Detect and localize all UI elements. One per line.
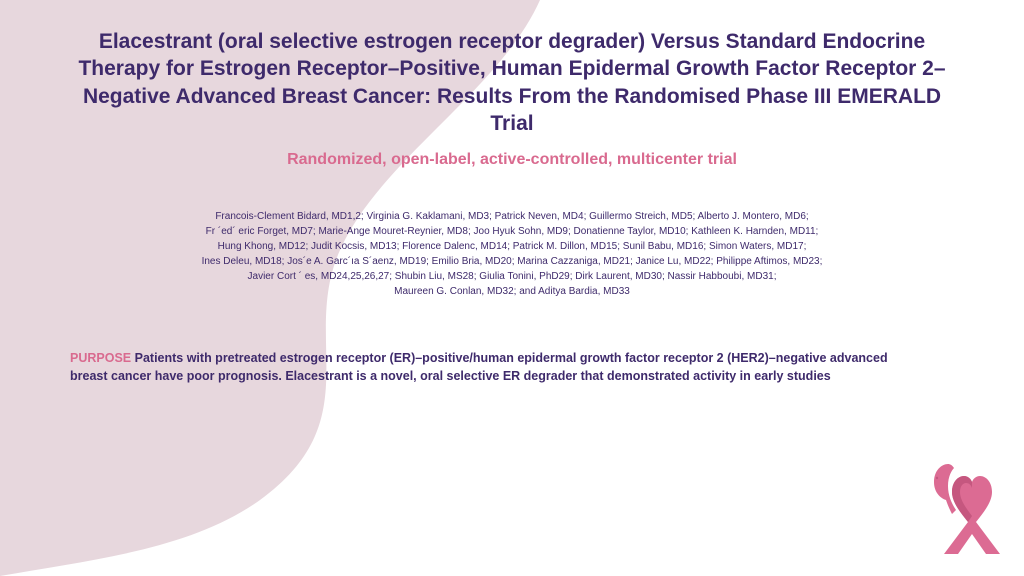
ribbon-loop <box>944 476 1000 554</box>
authors-list: Francois-Clement Bidard, MD1,2; Virginia… <box>80 209 944 299</box>
purpose-text: Patients with pretreated estrogen recept… <box>70 351 888 383</box>
purpose-label: PURPOSE <box>70 351 131 365</box>
breast-cancer-ribbon-icon <box>924 458 1006 558</box>
authors-text: Francois-Clement Bidard, MD1,2; Virginia… <box>202 211 823 297</box>
purpose-section: PURPOSE Patients with pretreated estroge… <box>60 349 920 385</box>
slide-content: Elacestrant (oral selective estrogen rec… <box>0 0 1024 576</box>
trial-subtitle: Randomized, open-label, active-controlle… <box>60 151 964 169</box>
page-title: Elacestrant (oral selective estrogen rec… <box>60 28 964 137</box>
